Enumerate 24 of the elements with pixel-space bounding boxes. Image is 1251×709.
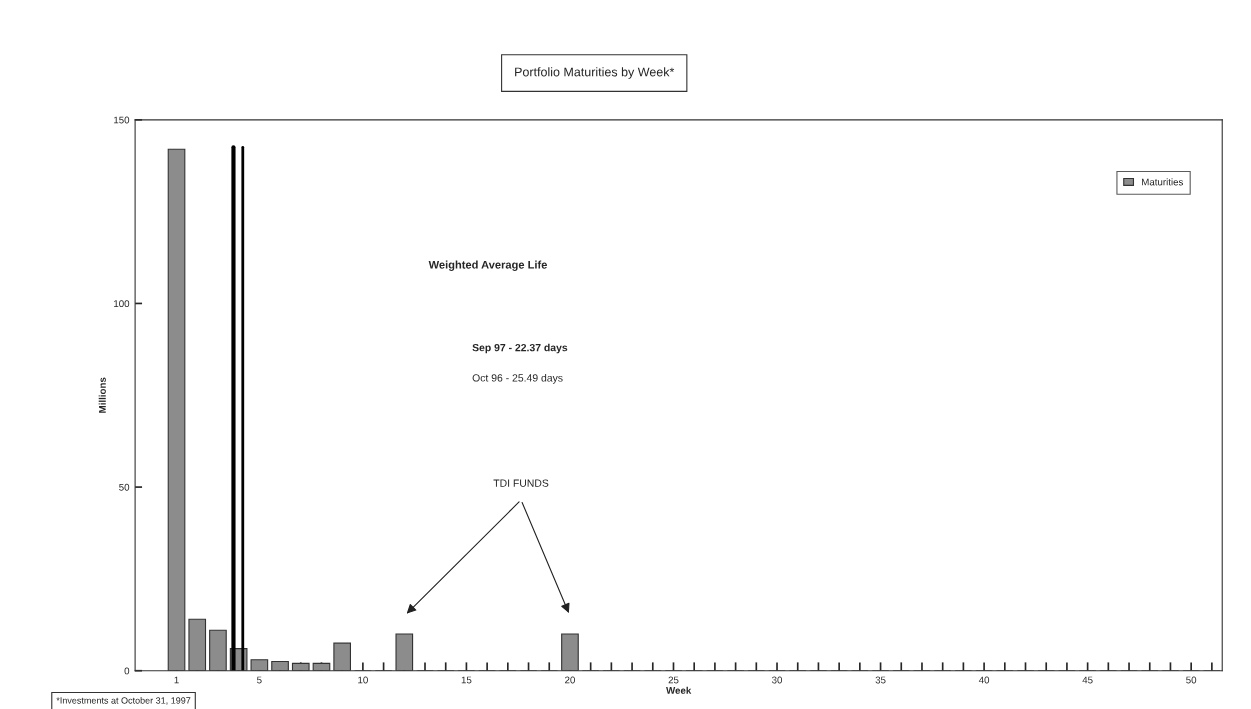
x-tick-label: 1: [174, 676, 179, 684]
x-tick-label: 25: [668, 676, 679, 684]
x-tick-label: 35: [875, 676, 886, 684]
x-tick-label: 5: [257, 676, 262, 684]
legend-label: Maturities: [1142, 178, 1184, 186]
y-axis-title: Millions: [98, 377, 106, 413]
x-tick-label: 50: [1186, 676, 1197, 684]
y-tick-label: 150: [114, 116, 130, 124]
y-tick-label: 50: [119, 483, 130, 491]
x-tick-label: 45: [1082, 676, 1093, 684]
chart-title: Portfolio Maturities by Week*: [515, 67, 675, 79]
text: *Investments at October 31, 1997: [56, 697, 191, 705]
annotation: Oct 96 - 25.49 days: [472, 373, 563, 384]
x-axis-title: Week: [666, 686, 692, 694]
annotation: Sep 97 - 22.37 days: [472, 343, 568, 354]
x-tick-label: 40: [978, 676, 990, 684]
x-tick-label: 15: [461, 676, 472, 684]
y-tick-label: 0: [124, 667, 130, 675]
x-tick-label: 30: [771, 676, 783, 684]
annotation: Weighted Average Life: [428, 260, 547, 271]
x-tick-label: 20: [565, 676, 575, 684]
y-tick-label: 100: [114, 300, 130, 308]
x-tick-label: 10: [358, 676, 368, 684]
annotation: TDI FUNDS: [493, 479, 549, 487]
